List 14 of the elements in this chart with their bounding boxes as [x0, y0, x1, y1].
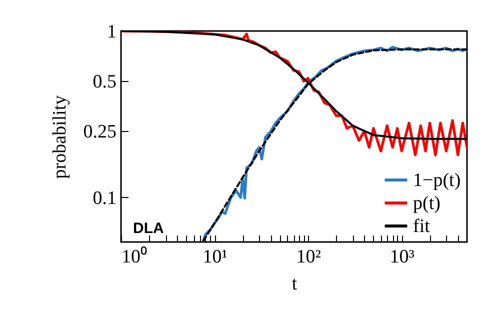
y-axis-title: probability: [49, 94, 70, 179]
x-tick-label: 10¹: [202, 246, 228, 268]
x-tick-label: 10³: [390, 246, 415, 268]
x-axis-title: t: [292, 274, 298, 294]
y-tick-label: 1: [107, 22, 116, 42]
y-tick-label: 0.1: [92, 188, 116, 209]
x-tick-label: 10⁰: [122, 246, 148, 268]
legend-label: p(t): [413, 193, 440, 214]
x-tick-label: 10²: [296, 246, 322, 268]
annotation: DLA: [133, 220, 164, 237]
y-tick-label: 0.25: [83, 122, 116, 143]
legend-label: 1−p(t): [413, 170, 461, 191]
legend-label: fit: [413, 216, 431, 237]
y-tick-label: 0.5: [92, 72, 116, 93]
